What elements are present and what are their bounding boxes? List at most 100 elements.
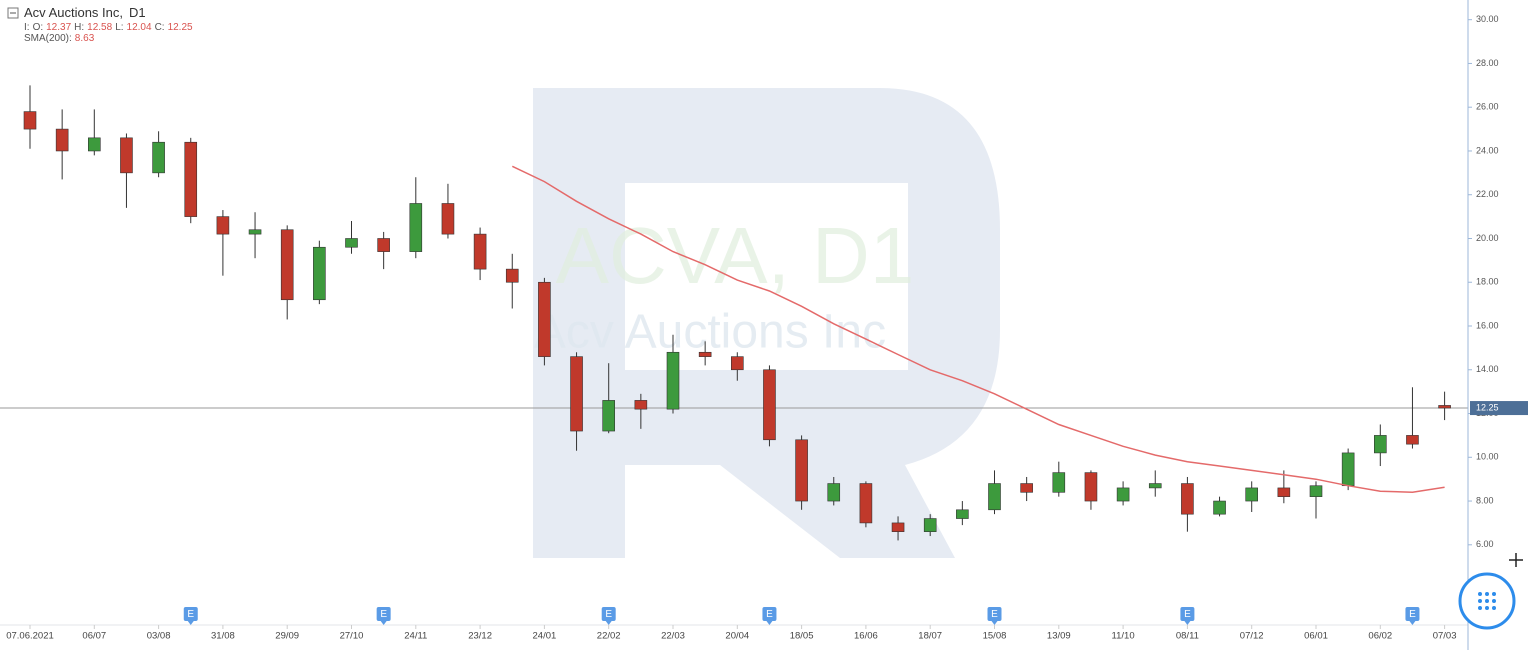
- earnings-marker: [1180, 607, 1195, 621]
- ohlc-legend: I: O: 12.37 H: 12.58 L: 12.04 C: 12.25: [24, 22, 193, 33]
- candle-body: [1406, 435, 1419, 445]
- y-tick-label: 24.00: [1476, 145, 1499, 155]
- y-tick-label: 18.00: [1476, 277, 1499, 287]
- candle-body: [634, 400, 648, 410]
- candle-body: [1148, 483, 1162, 489]
- y-tick-label: 6.00: [1476, 539, 1494, 549]
- earnings-pointer: [605, 621, 612, 625]
- sma-legend: SMA(200): 8.63: [24, 33, 95, 44]
- candle-body: [538, 281, 551, 357]
- candle-body: [795, 439, 808, 502]
- x-tick-label: 22/03: [661, 631, 685, 642]
- menu-button[interactable]: [1458, 572, 1516, 630]
- earnings-label: E: [1409, 609, 1416, 620]
- x-tick-label: 24/01: [533, 631, 557, 642]
- y-tick-label: 28.00: [1476, 58, 1499, 68]
- candle-body: [1084, 472, 1098, 502]
- sma-line: [511, 165, 1445, 494]
- candle-body: [120, 137, 133, 174]
- ohlc-label: L:: [115, 22, 123, 33]
- candle-body: [313, 246, 326, 301]
- candle-body: [152, 141, 165, 174]
- sma-value: 8.63: [75, 33, 95, 44]
- x-tick-label: 20/04: [725, 631, 749, 642]
- candle-body: [1309, 485, 1323, 497]
- plot-area: [0, 85, 1468, 541]
- earnings-pointer: [187, 621, 194, 625]
- candle-body: [570, 356, 583, 432]
- x-tick-label: 06/01: [1304, 631, 1328, 642]
- candle-body: [1052, 472, 1066, 493]
- candle-body: [698, 351, 712, 357]
- candle-body: [666, 351, 680, 410]
- ohlc-label: O:: [33, 22, 44, 33]
- earnings-pointer: [380, 621, 387, 625]
- move-icon[interactable]: [1509, 553, 1523, 567]
- earnings-pointer: [991, 621, 998, 625]
- x-tick-label: 07/12: [1240, 631, 1264, 642]
- earnings-marker: [376, 607, 391, 621]
- candle-body: [473, 233, 487, 270]
- ohlc-value: 12.37: [46, 22, 71, 33]
- candle-body: [88, 137, 101, 152]
- x-tick-label: 03/08: [147, 631, 171, 642]
- earnings-pointer: [1409, 621, 1416, 625]
- earnings-marker: [987, 607, 1002, 621]
- candle-body: [345, 238, 358, 248]
- sma-name: SMA(200):: [24, 33, 72, 44]
- x-tick-label: 18/05: [790, 631, 814, 642]
- watermark-name: Acv Auctions Inc: [534, 306, 886, 359]
- earnings-pointer: [766, 621, 773, 625]
- earnings-pointer: [1184, 621, 1191, 625]
- ohlc-value: 12.25: [168, 22, 193, 33]
- earnings-marker: [183, 607, 198, 621]
- last-price-label: 12.25: [1476, 402, 1499, 412]
- ohlc-value: 12.04: [127, 22, 152, 33]
- y-tick-label: 26.00: [1476, 102, 1499, 112]
- candle-body: [988, 483, 1001, 511]
- earnings-marker: [762, 607, 777, 621]
- candle-body: [216, 216, 230, 235]
- earnings-label: E: [605, 609, 612, 620]
- x-tick-label: 13/09: [1047, 631, 1071, 642]
- x-tick-label: 06/07: [82, 631, 106, 642]
- earnings-label: E: [1184, 609, 1191, 620]
- ohlc-value: 12.58: [87, 22, 112, 33]
- axes: 6.008.0010.0012.0014.0016.0018.0020.0022…: [6, 14, 1528, 642]
- candle-body: [409, 203, 423, 252]
- x-tick-label: 31/08: [211, 631, 235, 642]
- candle-body: [923, 518, 937, 532]
- chart-title: Acv Auctions Inc, D1: [24, 5, 146, 20]
- ohlc-prefix: I:: [24, 22, 30, 33]
- watermark-symbol: ACVA, D1: [556, 211, 915, 300]
- earnings-label: E: [991, 609, 998, 620]
- x-tick-label: 22/02: [597, 631, 621, 642]
- candle-body: [859, 483, 873, 524]
- candle-body: [1020, 483, 1033, 493]
- y-tick-label: 10.00: [1476, 452, 1499, 462]
- x-tick-label: 24/11: [404, 631, 427, 642]
- candle-body: [1116, 487, 1130, 502]
- ohlc-label: H:: [74, 22, 84, 33]
- candle-body: [1245, 487, 1258, 502]
- x-tick-label: 07.06.2021: [6, 631, 54, 642]
- candle-body: [184, 141, 198, 217]
- candle-body: [1341, 452, 1355, 487]
- title-interval: D1: [129, 5, 146, 20]
- logo-watermark: [533, 88, 1000, 558]
- candle-body: [441, 203, 455, 235]
- x-tick-label: 07/03: [1433, 631, 1457, 642]
- candle-body: [602, 400, 616, 432]
- x-tick-label: 23/12: [468, 631, 492, 642]
- y-tick-label: 16.00: [1476, 320, 1499, 330]
- last-price-box: [1470, 401, 1528, 416]
- candle-body: [55, 128, 69, 152]
- x-tick-label: 27/10: [340, 631, 364, 642]
- candle-body: [1277, 487, 1291, 497]
- y-tick-label: 14.00: [1476, 364, 1499, 374]
- candle-body: [827, 483, 841, 502]
- candle-body: [248, 229, 262, 235]
- candle-body: [280, 229, 294, 301]
- x-tick-label: 06/02: [1368, 631, 1392, 642]
